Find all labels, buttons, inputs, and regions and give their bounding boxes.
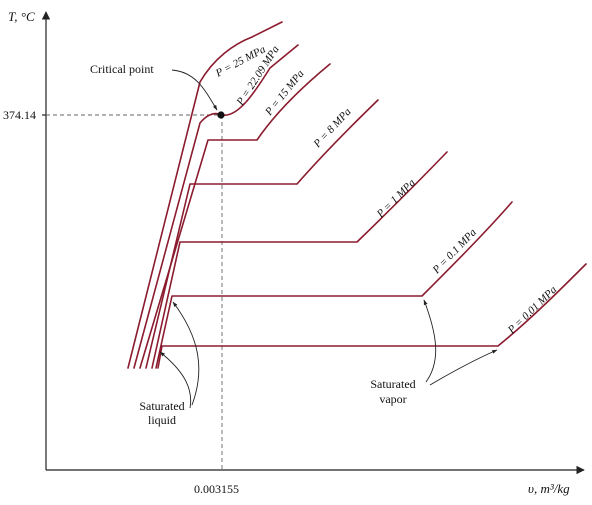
saturated-vapor-leader-upper bbox=[423, 299, 437, 383]
x-tick-label: 0.003155 bbox=[194, 482, 239, 496]
saturated-vapor-label: Saturated bbox=[370, 377, 415, 391]
isobar-1-mpa bbox=[151, 151, 448, 369]
isobar-label-15-mpa: P = 15 MPa bbox=[262, 68, 307, 119]
isobar-label-8-mpa: P = 8 MPa bbox=[311, 106, 354, 151]
isobar-label-1-mpa: P = 1 MPa bbox=[374, 177, 418, 221]
isobar-0-1-mpa bbox=[155, 201, 513, 369]
x-axis-label: υ, m³/kg bbox=[528, 481, 570, 496]
saturated-liquid-label: Saturated bbox=[139, 399, 184, 413]
y-axis-label: T, °C bbox=[8, 9, 35, 24]
critical-point-leader bbox=[171, 69, 218, 111]
saturated-liquid-leader-lower bbox=[159, 351, 192, 409]
saturated-vapor-leader-lower bbox=[429, 349, 498, 386]
saturated-liquid-label-line2: liquid bbox=[148, 413, 176, 427]
critical-point-marker bbox=[217, 111, 225, 119]
y-tick-label: 374.14 bbox=[3, 108, 36, 122]
critical-point-label: Critical point bbox=[90, 62, 154, 76]
isobar-8-mpa bbox=[145, 99, 379, 369]
isobar-15-mpa bbox=[139, 63, 331, 369]
isobar-label-0-1-mpa: P = 0.1 MPa bbox=[430, 226, 479, 277]
saturated-liquid-leader-upper bbox=[172, 301, 200, 406]
isobar-22-09-mpa bbox=[133, 44, 299, 369]
saturated-vapor-label-line2: vapor bbox=[379, 392, 406, 406]
isobar-25-mpa bbox=[127, 21, 283, 369]
isobar-label-0-01-mpa: P = 0.01 MPa bbox=[505, 284, 560, 337]
isobar-0-01-mpa bbox=[157, 263, 587, 369]
